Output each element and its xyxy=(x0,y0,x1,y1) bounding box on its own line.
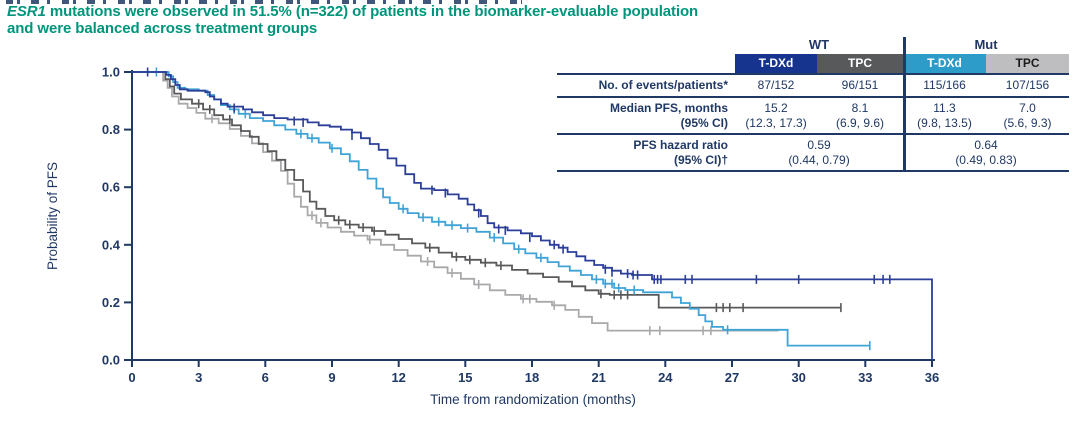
events-tdxd-wt: 87/152 xyxy=(757,78,795,92)
x-axis-title: Time from randomization (months) xyxy=(430,392,636,407)
x-tick-label: 30 xyxy=(791,370,805,385)
group-header-mut: Mut xyxy=(974,37,998,53)
group-header-wt: WT xyxy=(808,37,830,53)
y-tick-label: 1.0 xyxy=(102,65,120,80)
y-tick-label: 0.6 xyxy=(102,180,120,195)
x-tick-label: 9 xyxy=(328,370,335,385)
x-tick-label: 3 xyxy=(195,370,202,385)
km-curve-tdxd-wt xyxy=(132,71,933,360)
row-label-median-pfs: Median PFS, months (95% CI) xyxy=(609,100,728,130)
y-tick-label: 0.8 xyxy=(102,122,120,137)
col-header-tpc-wt: TPC xyxy=(817,54,903,73)
slide-title: ESR1 mutations were observed in 51.5% (n… xyxy=(7,3,767,37)
row-label-hazard-ratio: PFS hazard ratio (95% CI)† xyxy=(633,137,728,167)
col-header-tdxd-mut: T-DXd xyxy=(903,54,986,73)
y-tick-label: 0.4 xyxy=(102,237,121,252)
hr-wt: 0.59 (0.44, 0.79) xyxy=(788,137,850,167)
title-line-1-text: mutations were observed in 51.5% (n=322)… xyxy=(45,3,699,20)
x-tick-label: 15 xyxy=(458,370,472,385)
km-curve-tpc-wt xyxy=(132,71,841,309)
table-row-events: No. of events/patients* 87/152 96/151 11… xyxy=(557,75,1069,98)
median-tpc-mut: 7.0 (5.6, 9.3) xyxy=(1003,100,1052,130)
y-tick-label: 0.2 xyxy=(102,295,120,310)
col-header-tpc-mut: TPC xyxy=(986,54,1069,73)
x-tick-label: 27 xyxy=(725,370,739,385)
col-header-tdxd-wt: T-DXd xyxy=(735,54,817,73)
x-tick-label: 0 xyxy=(128,370,135,385)
x-tick-label: 12 xyxy=(391,370,405,385)
title-gene: ESR1 xyxy=(7,3,46,20)
wt-mut-divider xyxy=(903,37,906,172)
median-tdxd-wt: 15.2 (12.3, 17.3) xyxy=(745,100,807,130)
results-table: WT Mut T-DXd TPC T-DXd TPC No. of events… xyxy=(557,37,1069,172)
title-line-2: and were balanced across treatment group… xyxy=(7,20,318,37)
x-tick-label: 36 xyxy=(925,370,939,385)
events-tpc-wt: 96/151 xyxy=(841,78,879,92)
x-tick-label: 24 xyxy=(658,370,673,385)
events-tpc-mut: 107/156 xyxy=(1005,78,1050,92)
x-tick-label: 18 xyxy=(525,370,539,385)
median-tpc-wt: 8.1 (6.9, 9.6) xyxy=(835,100,885,130)
row-label-events: No. of events/patients* xyxy=(598,78,728,92)
x-tick-label: 6 xyxy=(262,370,269,385)
table-row-hazard-ratio: PFS hazard ratio (95% CI)† 0.59 (0.44, 0.… xyxy=(557,135,1069,172)
y-axis-title: Probability of PFS xyxy=(45,162,60,270)
median-tdxd-mut: 11.3 (9.8, 13.5) xyxy=(917,100,972,130)
table-row-median-pfs: Median PFS, months (95% CI) 15.2 (12.3, 1… xyxy=(557,98,1069,135)
clipped-text-fragment xyxy=(6,0,522,4)
hr-mut: 0.64 (0.49, 0.83) xyxy=(955,137,1017,167)
x-tick-label: 33 xyxy=(858,370,872,385)
x-tick-label: 21 xyxy=(591,370,605,385)
table-group-header-row: WT Mut xyxy=(557,37,1069,54)
km-curve-tpc-mut xyxy=(132,71,779,332)
title-line-1: ESR1 mutations were observed in 51.5% (n… xyxy=(7,3,767,20)
events-tdxd-mut: 115/166 xyxy=(923,78,966,92)
table-column-header-row: T-DXd TPC T-DXd TPC xyxy=(557,54,1069,75)
y-tick-label: 0.0 xyxy=(102,353,120,368)
